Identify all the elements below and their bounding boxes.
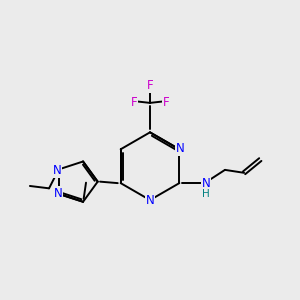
Text: N: N [176,142,184,155]
Text: F: F [163,96,169,110]
Text: F: F [147,79,153,92]
Text: N: N [53,187,62,200]
Text: N: N [52,164,62,177]
Text: F: F [130,96,137,110]
Text: N: N [146,194,154,207]
Text: N: N [201,177,210,190]
Text: H: H [202,189,210,199]
